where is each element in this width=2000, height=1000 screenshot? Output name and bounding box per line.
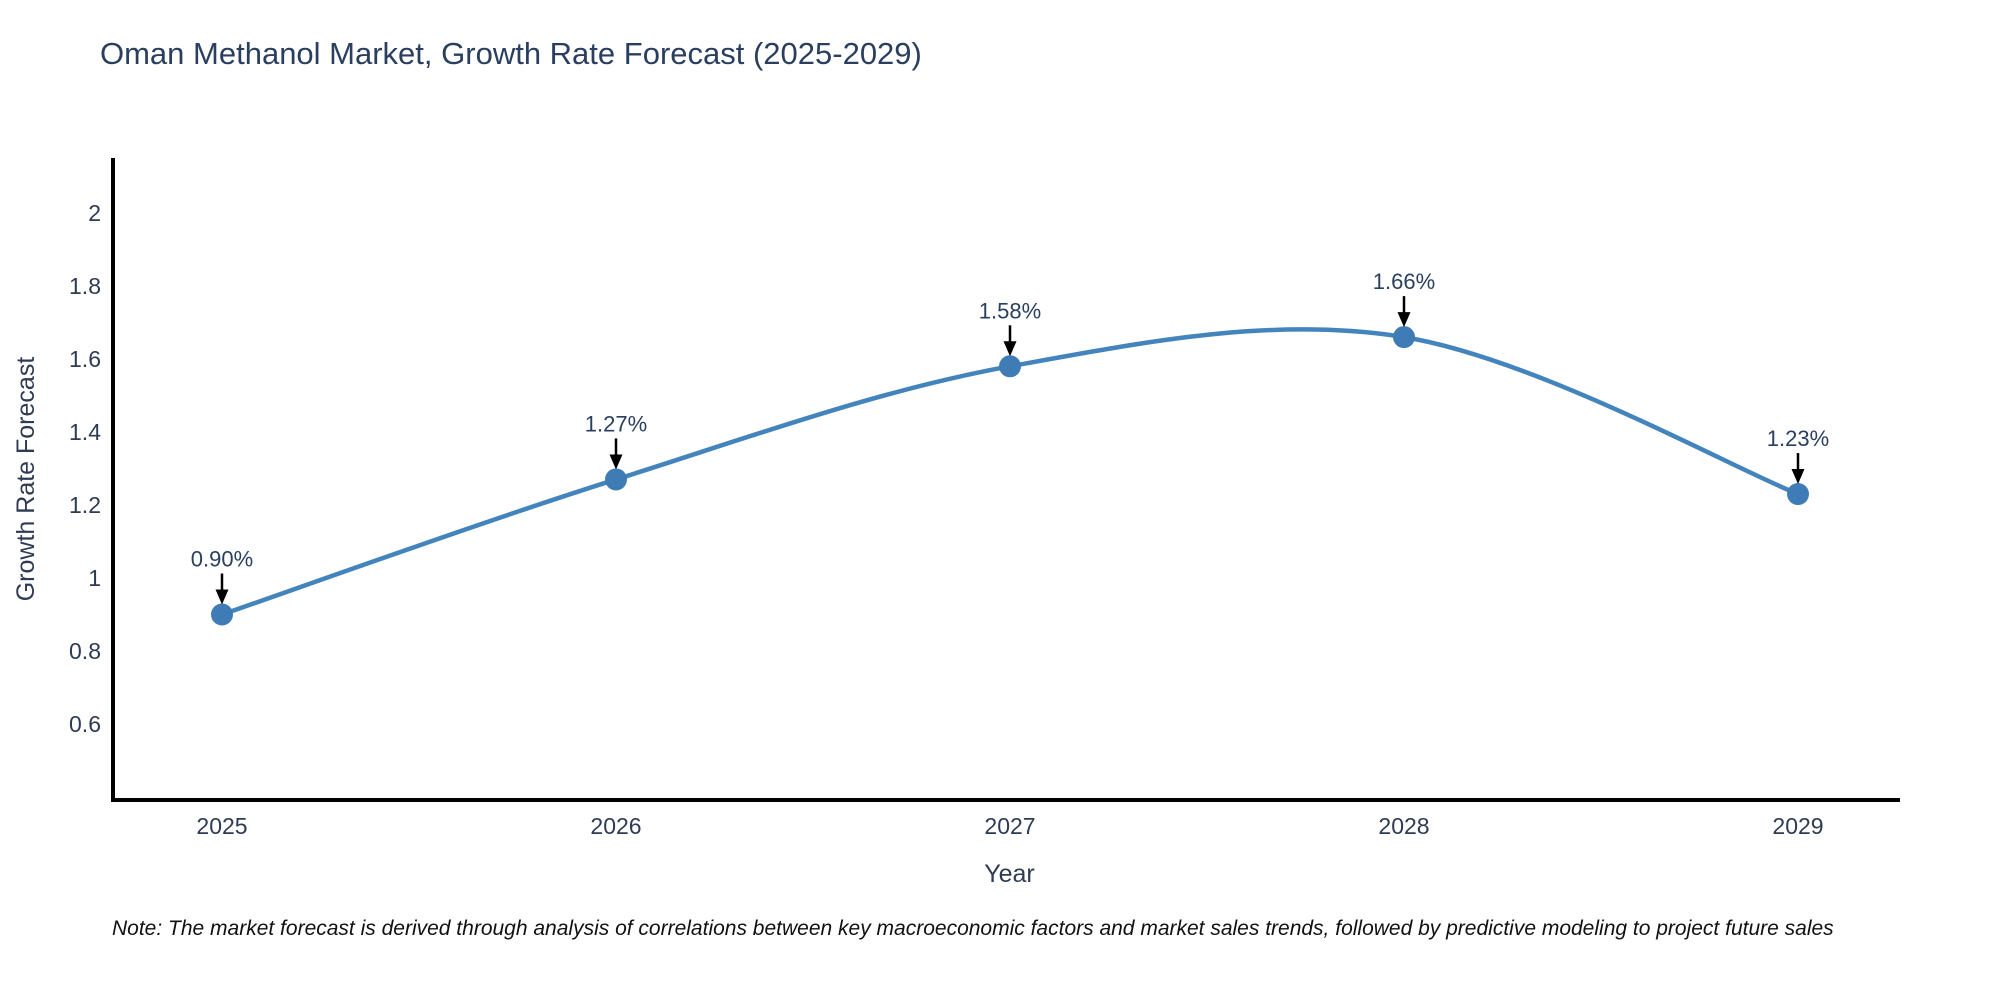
x-tick-label: 2025 bbox=[196, 813, 247, 839]
x-axis-title: Year bbox=[984, 860, 1035, 888]
data-point-value-label: 1.58% bbox=[979, 298, 1041, 323]
y-tick-label: 1 bbox=[88, 565, 101, 591]
x-tick-label: 2028 bbox=[1378, 813, 1429, 839]
y-tick-label: 0.6 bbox=[69, 711, 101, 737]
data-point-value-label: 1.27% bbox=[585, 411, 647, 436]
y-tick-label: 2 bbox=[88, 200, 101, 226]
y-axis-title: Growth Rate Forecast bbox=[12, 357, 40, 602]
annotation-arrowhead bbox=[1791, 469, 1805, 485]
annotation-arrowhead bbox=[609, 454, 623, 470]
data-point-marker bbox=[211, 603, 233, 626]
annotation-arrowhead bbox=[215, 589, 229, 605]
data-point-marker bbox=[999, 355, 1021, 378]
data-point-marker bbox=[1393, 326, 1415, 349]
y-tick-label: 1.8 bbox=[69, 273, 101, 299]
chart-title: Oman Methanol Market, Growth Rate Foreca… bbox=[100, 36, 922, 71]
x-tick-label: 2026 bbox=[590, 813, 641, 839]
data-point-marker bbox=[1787, 483, 1809, 506]
annotation-arrowhead bbox=[1397, 312, 1411, 328]
x-tick-label: 2029 bbox=[1772, 813, 1823, 839]
data-point-value-label: 0.90% bbox=[191, 547, 253, 572]
data-point-marker bbox=[605, 468, 627, 491]
data-point-value-label: 1.66% bbox=[1373, 269, 1435, 294]
x-tick-label: 2027 bbox=[984, 813, 1035, 839]
y-tick-label: 1.2 bbox=[69, 492, 101, 518]
y-tick-label: 0.8 bbox=[69, 638, 101, 664]
y-tick-label: 1.6 bbox=[69, 346, 101, 372]
y-tick-label: 1.4 bbox=[69, 419, 101, 445]
data-point-value-label: 1.23% bbox=[1767, 426, 1829, 451]
annotation-arrowhead bbox=[1003, 341, 1017, 357]
footnote-text: Note: The market forecast is derived thr… bbox=[112, 917, 1834, 940]
